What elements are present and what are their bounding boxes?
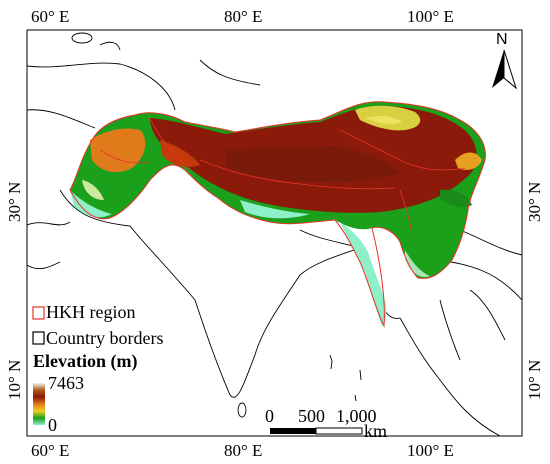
bottom-longitude-80: 80° E [224, 441, 263, 460]
hkh-legend-swatch [32, 306, 45, 320]
north-arrow [492, 49, 517, 90]
top-longitude-80: 80° E [224, 7, 263, 26]
bottom-longitude-60: 60° E [31, 441, 70, 460]
scale-bar-tick-500: 500 [298, 406, 325, 426]
top-longitude-100: 100° E [407, 7, 454, 26]
left-latitude-10: 10° N [5, 359, 24, 400]
scale-bar-tick-1000: 1,000 [336, 406, 377, 426]
elevation-color-ramp [33, 383, 45, 425]
hkh-legend-label: HKH region [46, 302, 136, 322]
elevation-min-label: 0 [48, 415, 57, 435]
right-latitude-10: 10° N [525, 359, 544, 400]
bottom-longitude-100: 100° E [407, 441, 454, 460]
elevation-max-label: 7463 [48, 373, 84, 393]
borders-legend-label: Country borders [46, 328, 164, 348]
borders-legend-swatch [32, 331, 45, 345]
scale-bar [270, 427, 363, 435]
left-latitude-30: 30° N [5, 181, 24, 222]
top-longitude-60: 60° E [31, 7, 70, 26]
scale-bar-tick-0: 0 [265, 406, 274, 426]
hkh-region-outline [69, 101, 486, 328]
hkh-internal-borders [99, 117, 466, 236]
scale-bar-unit: km [364, 421, 388, 441]
elevation-legend-title: Elevation (m) [33, 351, 138, 371]
islands [71, 32, 362, 418]
right-latitude-30: 30° N [525, 181, 544, 222]
country-borders [26, 41, 523, 437]
north-arrow-label: N [496, 31, 508, 48]
hkh-elevation-raster [70, 101, 486, 326]
